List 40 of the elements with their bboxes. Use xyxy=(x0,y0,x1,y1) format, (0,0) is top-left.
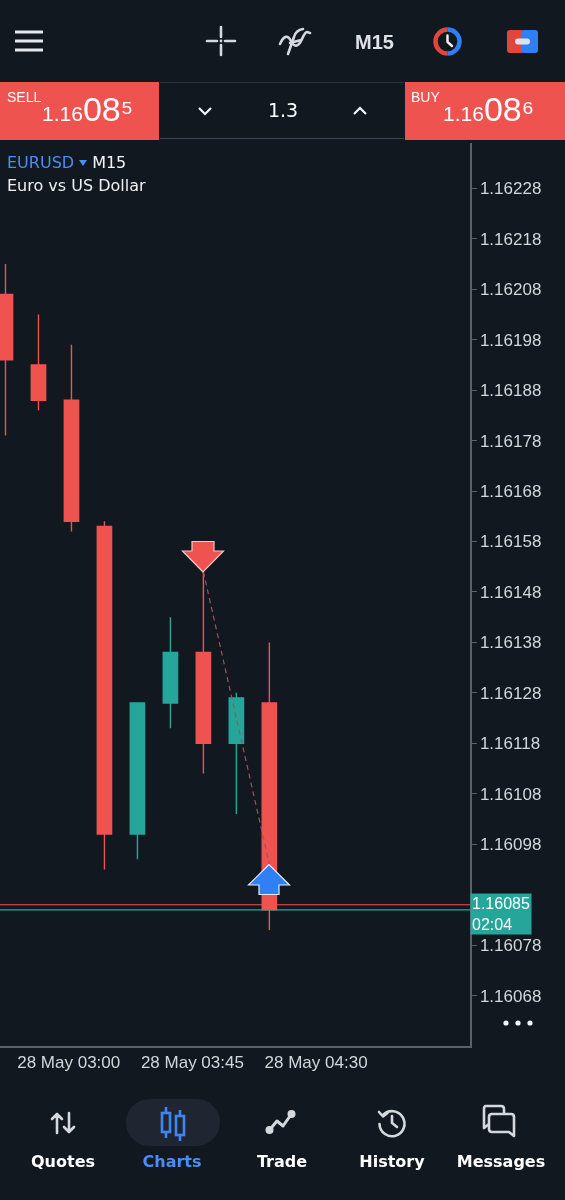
candlestick xyxy=(96,520,113,871)
text: Euro vs US Dollar xyxy=(7,176,146,195)
text: Quotes xyxy=(30,1152,96,1171)
y-tick-label: 1.16148 xyxy=(479,582,542,602)
y-tick-label: 1.16218 xyxy=(479,229,542,249)
y-tick-label: 1.16228 xyxy=(479,179,542,199)
text: Charts xyxy=(142,1152,202,1171)
candlestick xyxy=(63,344,80,533)
y-tick-label: 1.16138 xyxy=(479,633,542,653)
text: Messages xyxy=(456,1152,546,1171)
y-tick-label: 1.16098 xyxy=(479,835,542,855)
y-tick-label: 1.16118 xyxy=(479,734,541,754)
annotation: M15 xyxy=(92,153,127,172)
text: BUY xyxy=(411,89,440,105)
candlestick xyxy=(129,702,146,861)
text: Trade xyxy=(256,1152,308,1171)
text: 1.1608⁵ xyxy=(42,90,134,128)
text: 1.1608⁶ xyxy=(443,90,535,128)
y-tick-label: 1.16178 xyxy=(479,431,542,451)
y-tick-label: 1.16198 xyxy=(479,330,542,350)
text: EURUSD xyxy=(7,153,75,172)
x-tick-label: 28 May 03:00 xyxy=(17,1052,121,1072)
text: History xyxy=(359,1152,425,1171)
text: 1.3 xyxy=(267,99,299,121)
y-tick-label: 1.16108 xyxy=(479,784,542,804)
ref-line-label: 1.16085 02:04 xyxy=(472,895,530,933)
candlestick xyxy=(162,616,179,729)
x-tick-label: 28 May 04:30 xyxy=(264,1052,368,1072)
y-tick-label: 1.16128 xyxy=(479,683,542,703)
y-tick-label: 1.16068 xyxy=(479,986,542,1006)
candlestick xyxy=(228,692,245,815)
text: SELL xyxy=(7,89,42,105)
y-tick-label: 1.16078 xyxy=(479,936,542,956)
y-tick-label: 1.16208 xyxy=(479,280,542,300)
candlestick xyxy=(30,313,47,412)
y-tick-label: 1.16158 xyxy=(479,532,542,552)
y-tick-label: 1.16188 xyxy=(479,381,542,401)
y-tick-label: 1.16168 xyxy=(479,482,542,502)
x-tick-label: 28 May 03:45 xyxy=(140,1052,244,1072)
text: M15 xyxy=(355,31,394,53)
